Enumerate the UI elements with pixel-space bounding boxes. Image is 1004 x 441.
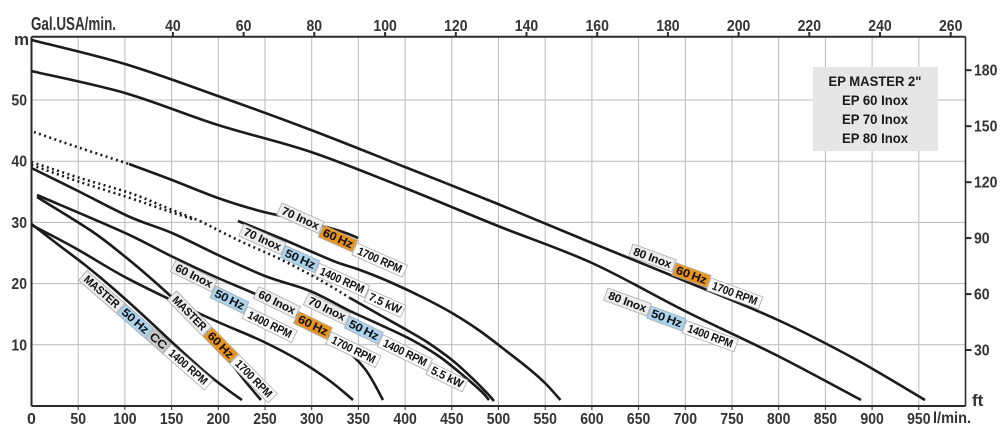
svg-text:30: 30 bbox=[11, 215, 27, 232]
svg-text:180: 180 bbox=[656, 18, 679, 35]
svg-text:350: 350 bbox=[347, 411, 370, 428]
svg-text:40: 40 bbox=[11, 154, 27, 171]
svg-text:180: 180 bbox=[974, 63, 997, 80]
svg-text:500: 500 bbox=[487, 411, 510, 428]
svg-text:120: 120 bbox=[444, 18, 467, 35]
svg-text:200: 200 bbox=[727, 18, 750, 35]
svg-text:700: 700 bbox=[674, 411, 697, 428]
svg-text:30: 30 bbox=[974, 343, 990, 360]
svg-text:850: 850 bbox=[814, 411, 837, 428]
svg-text:Gal.USA/min.: Gal.USA/min. bbox=[31, 14, 116, 34]
svg-text:140: 140 bbox=[515, 18, 538, 35]
svg-text:120: 120 bbox=[974, 175, 997, 192]
svg-text:l/min.: l/min. bbox=[933, 410, 971, 427]
svg-text:650: 650 bbox=[627, 411, 650, 428]
svg-text:900: 900 bbox=[860, 411, 883, 428]
svg-text:150: 150 bbox=[160, 411, 183, 428]
svg-text:240: 240 bbox=[868, 18, 891, 35]
svg-text:ft: ft bbox=[972, 391, 984, 410]
svg-text:10: 10 bbox=[11, 337, 27, 354]
svg-text:100: 100 bbox=[373, 18, 396, 35]
svg-text:50: 50 bbox=[70, 411, 86, 428]
svg-text:300: 300 bbox=[300, 411, 323, 428]
svg-text:EP 80 Inox: EP 80 Inox bbox=[842, 130, 908, 146]
svg-text:950: 950 bbox=[907, 411, 930, 428]
svg-text:600: 600 bbox=[580, 411, 603, 428]
svg-text:150: 150 bbox=[974, 119, 997, 136]
svg-text:100: 100 bbox=[113, 411, 136, 428]
svg-text:160: 160 bbox=[586, 18, 609, 35]
svg-text:20: 20 bbox=[11, 276, 27, 293]
svg-text:60: 60 bbox=[236, 18, 252, 35]
svg-text:200: 200 bbox=[207, 411, 230, 428]
svg-text:250: 250 bbox=[253, 411, 276, 428]
svg-text:0: 0 bbox=[27, 411, 36, 428]
svg-text:220: 220 bbox=[798, 18, 821, 35]
svg-text:40: 40 bbox=[165, 18, 181, 35]
svg-text:m: m bbox=[14, 30, 29, 49]
svg-text:50: 50 bbox=[11, 93, 27, 110]
svg-text:550: 550 bbox=[534, 411, 557, 428]
svg-text:450: 450 bbox=[440, 411, 463, 428]
svg-text:EP 70 Inox: EP 70 Inox bbox=[842, 111, 908, 127]
svg-text:60: 60 bbox=[974, 287, 990, 304]
svg-text:EP 60 Inox: EP 60 Inox bbox=[842, 92, 908, 108]
svg-text:260: 260 bbox=[939, 18, 962, 35]
svg-text:750: 750 bbox=[720, 411, 743, 428]
svg-text:800: 800 bbox=[767, 411, 790, 428]
svg-text:EP MASTER 2": EP MASTER 2" bbox=[829, 73, 922, 89]
svg-text:90: 90 bbox=[974, 231, 990, 248]
svg-text:400: 400 bbox=[393, 411, 416, 428]
svg-text:80: 80 bbox=[307, 18, 323, 35]
